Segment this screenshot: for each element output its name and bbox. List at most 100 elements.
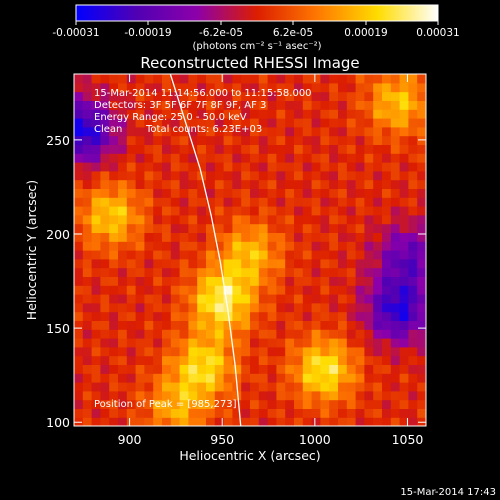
- heatmap-cell-1247: [135, 144, 145, 154]
- heatmap-cell-1349: [329, 126, 339, 137]
- heatmap-cell-403: [100, 329, 110, 339]
- heatmap-cell-855: [206, 232, 216, 242]
- heatmap-cell-146: [302, 390, 313, 401]
- heatmap-cell-1515: [382, 91, 392, 101]
- heatmap-cell-1021: [258, 197, 269, 207]
- heatmap-cell-877: [399, 232, 409, 242]
- heatmap-cell-1182: [267, 162, 277, 172]
- heatmap-cell-835: [382, 241, 392, 251]
- heatmap-cell-1082: [91, 179, 101, 189]
- heatmap-cell-1409: [153, 109, 163, 119]
- heatmap-cell-1270: [338, 144, 348, 154]
- heatmap-cell-305: [294, 355, 304, 365]
- heatmap-cell-1005: [118, 197, 128, 207]
- heatmap-cell-113: [364, 399, 374, 409]
- heatmap-cell-106: [302, 399, 313, 409]
- heatmap-cell-264: [285, 364, 295, 374]
- heatmap-cell-1372: [179, 118, 189, 128]
- heatmap-cell-783: [276, 250, 286, 260]
- heatmap-cell-209: [153, 373, 163, 383]
- heatmap-cell-954: [373, 214, 383, 225]
- heatmap-cell-401: [82, 329, 93, 339]
- heatmap-cell-285: [118, 355, 128, 365]
- heatmap-cell-1595: [382, 74, 392, 84]
- heatmap-cell-972: [179, 206, 189, 216]
- heatmap-cell-1114: [373, 179, 383, 189]
- heatmap-cell-456: [214, 320, 225, 330]
- heatmap-cell-646: [126, 276, 137, 286]
- heatmap-cell-453: [188, 320, 198, 330]
- heatmap-cell-1390: [338, 118, 348, 128]
- heatmap-cell-1135: [206, 170, 216, 181]
- heatmap-cell-414: [197, 329, 207, 339]
- heatmap-cell-759: [417, 258, 426, 269]
- heatmap-cell-1571: [170, 74, 181, 84]
- heatmap-cell-900: [250, 223, 260, 233]
- heatmap-cell-1330: [162, 126, 172, 137]
- heatmap-cell-821: [258, 241, 269, 251]
- heatmap-cell-813: [188, 241, 198, 251]
- heatmap-cell-1425: [294, 109, 304, 119]
- heatmap-cell-1124: [109, 170, 119, 181]
- heatmap-cell-1354: [373, 126, 383, 137]
- heatmap-cell-1561: [82, 74, 93, 84]
- heatmap-cell-181: [258, 382, 269, 392]
- heatmap-cell-214: [197, 373, 207, 383]
- heatmap-cell-1414: [197, 109, 207, 119]
- heatmap-cell-626: [302, 285, 313, 295]
- heatmap-cell-1283: [100, 135, 110, 145]
- heatmap-cell-19: [241, 417, 251, 426]
- heatmap-cell-586: [302, 294, 313, 304]
- heatmap-cell-756: [390, 258, 401, 269]
- heatmap-cell-610: [162, 285, 172, 295]
- heatmap-cell-123: [100, 390, 110, 401]
- heatmap-cell-719: [417, 267, 426, 277]
- heatmap-cell-360: [74, 338, 84, 348]
- heatmap-cell-383: [276, 338, 286, 348]
- heatmap-cell-318: [408, 355, 418, 365]
- heatmap-cell-1550: [338, 82, 348, 93]
- heatmap-cell-228: [320, 373, 330, 383]
- heatmap-cell-122: [91, 390, 101, 401]
- heatmap-cell-1529: [153, 82, 163, 93]
- heatmap-cell-333: [188, 346, 198, 357]
- heatmap-cell-1157: [399, 170, 409, 181]
- heatmap-cell-873: [364, 232, 374, 242]
- heatmap-cell-310: [338, 355, 348, 365]
- heatmap-cell-68: [320, 408, 330, 418]
- heatmap-cell-438: [408, 329, 418, 339]
- heatmap-cell-495: [206, 311, 216, 321]
- heatmap-cell-950: [338, 214, 348, 225]
- heatmap-cell-1177: [223, 162, 233, 172]
- heatmap-cell-971: [170, 206, 181, 216]
- heatmap-cell-806: [126, 241, 137, 251]
- heatmap-cell-22: [267, 417, 277, 426]
- heatmap-cell-939: [241, 214, 251, 225]
- heatmap-cell-82: [91, 399, 101, 409]
- heatmap-cell-725: [118, 258, 128, 269]
- heatmap-cell-556: [390, 302, 401, 313]
- heatmap-cell-1345: [294, 126, 304, 137]
- heatmap-cell-355: [382, 346, 392, 357]
- heatmap-cell-823: [276, 241, 286, 251]
- heatmap-cell-532: [179, 302, 189, 313]
- heatmap-cell-1522: [91, 82, 101, 93]
- heatmap-cell-882: [91, 223, 101, 233]
- heatmap-cell-1: [82, 417, 93, 426]
- heatmap-cell-941: [258, 214, 269, 225]
- heatmap-cell-1305: [294, 135, 304, 145]
- heatmap-cell-627: [311, 285, 321, 295]
- heatmap-cell-524: [109, 302, 119, 313]
- heatmap-cell-625: [294, 285, 304, 295]
- heatmap-cell-210: [162, 373, 172, 383]
- heatmap-cell-636: [390, 285, 401, 295]
- heatmap-cell-1542: [267, 82, 277, 93]
- heatmap-cell-680: [74, 267, 84, 277]
- heatmap-cell-825: [294, 241, 304, 251]
- heatmap-cell-1511: [346, 91, 357, 101]
- heatmap-cell-998: [408, 206, 418, 216]
- heatmap-cell-1138: [232, 170, 242, 181]
- heatmap-cell-1006: [126, 197, 137, 207]
- heatmap-cell-620: [250, 285, 260, 295]
- heatmap-cell-282: [91, 355, 101, 365]
